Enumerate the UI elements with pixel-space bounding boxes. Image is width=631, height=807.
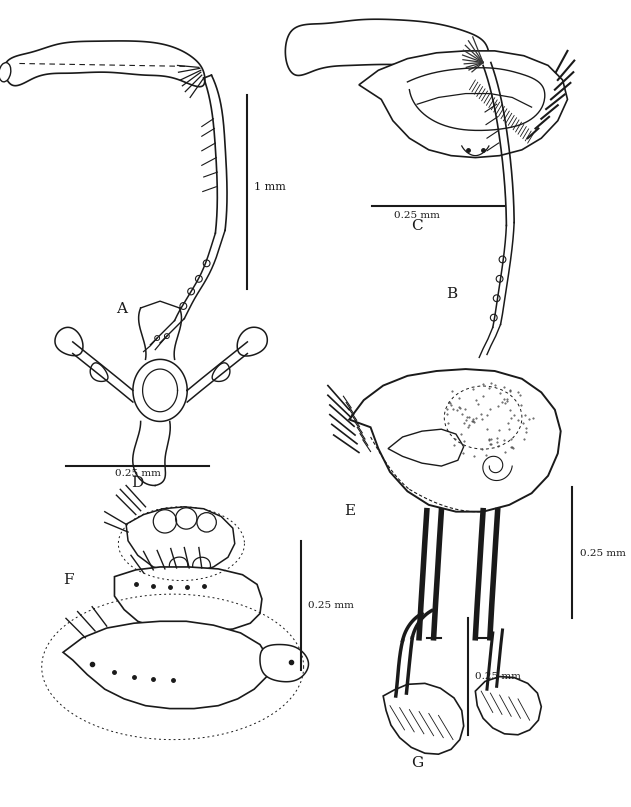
Text: A: A	[116, 302, 127, 316]
Text: G: G	[411, 756, 423, 770]
Polygon shape	[114, 567, 262, 631]
Polygon shape	[383, 684, 464, 755]
Text: C: C	[411, 220, 423, 233]
Text: 1 mm: 1 mm	[254, 182, 286, 192]
Ellipse shape	[0, 63, 11, 82]
Polygon shape	[260, 645, 309, 682]
Text: B: B	[446, 287, 457, 301]
Text: 0.25 mm: 0.25 mm	[475, 672, 521, 681]
Text: 0.25 mm: 0.25 mm	[394, 211, 440, 220]
Text: 0.25 mm: 0.25 mm	[115, 469, 161, 478]
Polygon shape	[349, 369, 561, 512]
Polygon shape	[4, 41, 205, 86]
Polygon shape	[126, 507, 235, 573]
Text: E: E	[345, 504, 355, 517]
Polygon shape	[475, 676, 541, 735]
Text: D: D	[132, 476, 144, 491]
Polygon shape	[285, 19, 490, 76]
Polygon shape	[63, 621, 269, 709]
Text: 0.25 mm: 0.25 mm	[309, 601, 355, 610]
Text: F: F	[63, 574, 74, 587]
Polygon shape	[359, 51, 567, 157]
Text: 0.25 mm: 0.25 mm	[580, 549, 626, 558]
